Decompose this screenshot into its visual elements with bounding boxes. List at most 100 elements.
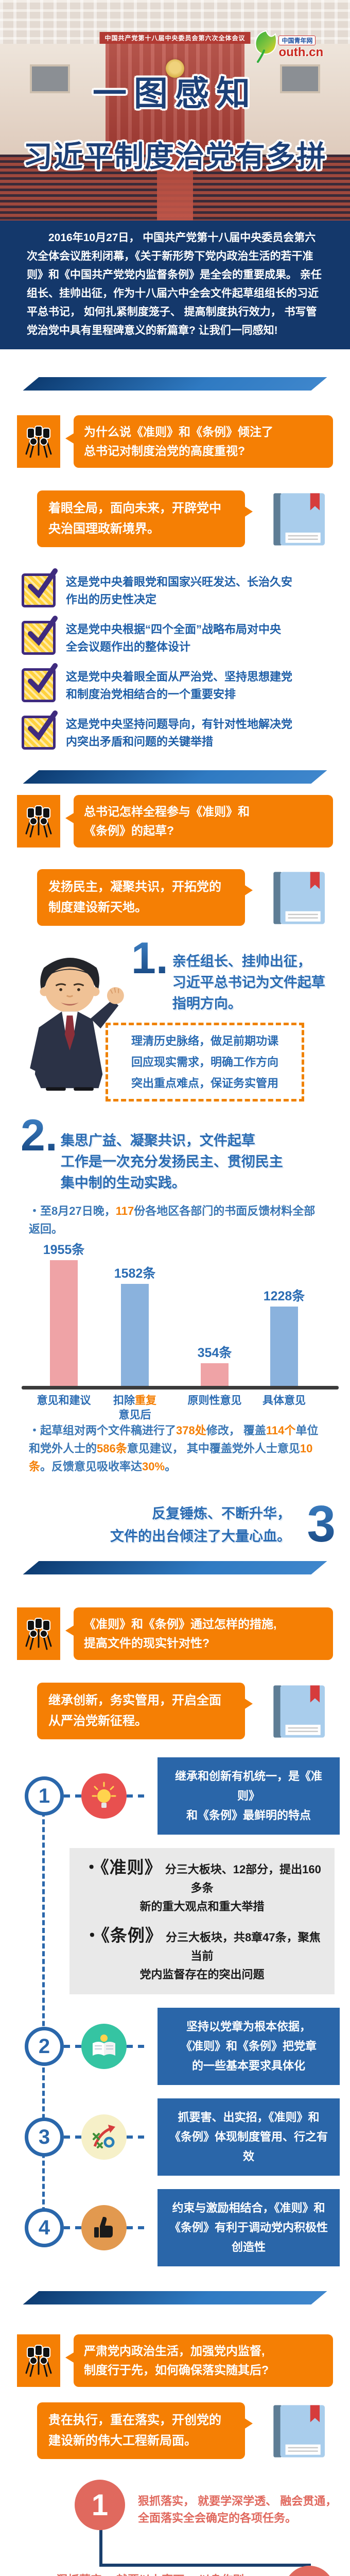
section-title: 亲任组长、挂帅出征， 习近平总书记为文件起草 指明方向。 — [172, 954, 325, 1011]
check-item: 这是党中央着眼党和国家兴旺发达、长治久安 作出的历史性决定 — [22, 568, 340, 608]
question-bubble: 总书记怎样全程参与《准则》和 《条例》的起草? — [65, 795, 333, 848]
answer-bubble: 发扬民主，凝聚共识，开拓党的 制度建设新天地。 — [37, 869, 253, 926]
timeline-item-3: 3 抓要害、出实招，《准则》和 《条例》体现制度管用、行之有效 — [25, 2098, 340, 2176]
section-title: 反复锤炼、不断升华， 文件的出台倾注了大量心血。 — [110, 1506, 291, 1544]
tick-label: 扣除重复 意见后 — [113, 1395, 156, 1421]
checkbox-icon — [22, 710, 58, 750]
youthcn-logo: 中国青年网 outh.cn — [253, 30, 343, 65]
hall-wall-left — [0, 44, 111, 160]
timeline-connector — [64, 2136, 81, 2139]
checkbox-icon — [22, 616, 58, 655]
detail-row-zhunze: ・《准则》 分三大板块、12部分，提出160多条 新的重大观点和重大举措 — [83, 1858, 321, 1913]
checkbox-icon — [22, 568, 58, 607]
tick-label: 原则性意见 — [187, 1395, 242, 1406]
section-divider — [23, 2291, 327, 2304]
timeline-connector — [64, 1794, 81, 1798]
question-bubble: 为什么说《准则》和《条例》倾注了 总书记对制度治党的高度重视? — [65, 415, 333, 468]
step-text-1: 狠抓落实， 就要学深学透、 融会贯通， 全面落实全会确定的各项任务。 — [138, 2495, 337, 2524]
timeline-number: 3 — [25, 2117, 64, 2157]
thumbs-up-icon — [81, 2205, 127, 2250]
timeline-connector — [64, 2045, 81, 2048]
question-row-4: 严肃党内政治生活，加强党内监督, 制度行于先，如何确保落实随其后? — [17, 2334, 333, 2387]
checkbox-icon — [22, 663, 58, 702]
bar-扣除重复意见后: 1582条 — [109, 1263, 161, 1386]
check-item: 这是党中央坚持问题导向，有针对性地解决党 内突出矛盾和问题的关键举措 — [22, 710, 340, 751]
microphones-icon — [17, 2334, 60, 2387]
xi-cartoon-figure — [14, 944, 125, 1093]
timeline-item-1: 1 继承和创新有机统一，是《准则》 和《条例》最鲜明的特点 — [25, 1757, 340, 1835]
stat-bullet-1: ・至8月27日晚，117份各地区各部门的书面反馈材料全部返回。 — [29, 1205, 316, 1235]
microphones-icon — [17, 1607, 60, 1660]
answer-bubble: 着眼全局，面向未来，开辟党中 央治国理政新境界。 — [37, 490, 253, 547]
timeline-text: 抓要害、出实招，《准则》和 《条例》体现制度管用、行之有效 — [157, 2098, 340, 2176]
hall-wall-right — [239, 44, 350, 160]
section-number: 2. — [21, 1111, 58, 1160]
youthcn-logo-text: 中国青年网 outh.cn — [278, 36, 323, 60]
answer-row-4: 贵在执行，重在落实，开创党的 建设新的伟大工程新局面。 — [37, 2402, 333, 2462]
question-bubble: 《准则》和《条例》通过怎样的措施, 提高文件的现实针对性? — [65, 1607, 333, 1660]
answer-row-3: 继承创新，务实管用，开启全面 从严治党新征程。 — [37, 1683, 333, 1742]
answer-bubble: 继承创新，务实管用，开启全面 从严治党新征程。 — [37, 1683, 253, 1739]
section-divider — [23, 377, 327, 391]
timeline-number: 2 — [25, 2027, 64, 2066]
step-text-2: 狠抓落实， 就要以上率下、 以身作则， 突出领导干部特别是高级干部这个 “关 键… — [57, 2571, 278, 2576]
microphones-icon — [17, 415, 60, 468]
timeline-item-4: 4 约束与激励相结合，《准则》和 《条例》有利于调动党内积极性 创造性 — [25, 2189, 340, 2266]
timeline-text: 约束与激励相结合，《准则》和 《条例》有利于调动党内积极性 创造性 — [157, 2189, 340, 2266]
party-emblem-icon — [166, 59, 184, 78]
check-item-label: 这是党中央坚持问题导向，有针对性地解决党 内突出矛盾和问题的关键举措 — [66, 718, 293, 748]
timeline-number: 4 — [25, 2208, 64, 2247]
timeline-number: 1 — [25, 1776, 64, 1816]
check-item-label: 这是党中央着眼全面从严治党、坚持思想建党 和制度治党相结合的一个重要安排 — [66, 670, 293, 701]
features-timeline: 1 继承和创新有机统一，是《准则》 和《条例》最鲜明的特点 ・《准则》 分三大板… — [0, 1757, 350, 2266]
chart-axis — [22, 1386, 339, 1389]
answer-row-2: 发扬民主，凝聚共识，开拓党的 制度建设新天地。 — [37, 869, 333, 928]
hall-screen-right — [280, 64, 320, 93]
timeline-connector — [127, 1794, 144, 1798]
hall-screen-left — [30, 64, 70, 93]
section-number: 1. — [131, 934, 168, 983]
check-item-label: 这是党中央根据“四个全面”战略布局对中央 全会议题作出的整体设计 — [66, 623, 282, 653]
answer-bubble: 贵在执行，重在落实，开创党的 建设新的伟大工程新局面。 — [37, 2402, 253, 2459]
timeline-connector — [127, 2136, 144, 2139]
check-item: 这是党中央着眼全面从严治党、坚持思想建党 和制度治党相结合的一个重要安排 — [22, 663, 340, 703]
lightbulb-icon — [81, 1773, 127, 1819]
section-divider — [23, 1561, 327, 1574]
book-icon — [267, 2403, 332, 2462]
timeline-connector — [127, 2045, 144, 2048]
red-carpet — [157, 155, 193, 221]
checklist: 这是党中央着眼党和国家兴旺发达、长治久安 作出的历史性决定 这是党中央根据“四个… — [0, 568, 350, 751]
page-title-line1: 一图感知 — [93, 74, 257, 112]
section-number: 3 — [307, 1495, 336, 1553]
document-detail-panel: ・《准则》 分三大板块、12部分，提出160多条 新的重大观点和重大举措 ・《条… — [69, 1848, 335, 1994]
timeline-text: 坚持以党章为根本依据， 《准则》和《条例》把党章 的一些基本要求具体化 — [157, 2008, 340, 2085]
timeline-connector — [127, 2226, 144, 2229]
question-row-1: 为什么说《准则》和《条例》倾注了 总书记对制度治党的高度重视? — [17, 415, 333, 468]
step-number-1: 1 — [75, 2480, 125, 2530]
strategy-icon — [81, 2114, 127, 2160]
stat-bullet-2: ・起草组对两个文件稿进行了378处修改， 覆盖114个单位和党外人士的586条意… — [29, 1424, 319, 1473]
implementation-steps: 1 狠抓落实， 就要学深学透、 融会贯通， 全面落实全会确定的各项任务。 2 狠… — [0, 2477, 350, 2576]
section-title: 集思广益、凝聚共识，文件起草 工作是一次充分发扬民主、贯彻民主 集中制的生动实践… — [60, 1133, 283, 1191]
tick-label: 意见和建议 — [37, 1395, 91, 1406]
tips-box: 理清历史脉络，做足前期功课 回应现实需求，明确工作方向 突出重点难点，保证务实管… — [106, 1023, 304, 1101]
check-item: 这是党中央根据“四个全面”战略布局对中央 全会议题作出的整体设计 — [22, 616, 340, 656]
timeline-text: 继承和创新有机统一，是《准则》 和《条例》最鲜明的特点 — [157, 1757, 340, 1835]
timeline-item-2: 2 坚持以党章为根本依据， 《准则》和《条例》把党章 的一些基本要求具体化 — [25, 2008, 340, 2085]
question-bubble: 严肃党内政治生活，加强党内监督, 制度行于先，如何确保落实随其后? — [65, 2334, 333, 2387]
highlight-number: 117 — [115, 1205, 134, 1217]
section-1: 1. 亲任组长、挂帅出征， 习近平总书记为文件起草 指明方向。 理清历史脉络，做… — [0, 934, 350, 1101]
session-banner: 中国共产党第十八届中央委员会第六次全体会议 — [99, 32, 251, 44]
page-title-line2: 习近平制度治党有多拼 — [23, 140, 327, 173]
book-icon — [267, 870, 332, 928]
open-book-icon — [81, 2024, 127, 2069]
book-icon — [267, 492, 332, 550]
answer-row-1: 着眼全局，面向未来，开辟党中 央治国理政新境界。 — [37, 490, 333, 550]
microphones-icon — [17, 795, 60, 848]
book-icon — [267, 1684, 332, 1742]
ginkgo-leaf-icon — [253, 30, 279, 65]
timeline-connector — [64, 2226, 81, 2229]
bar-意见和建议: 1955条 — [38, 1240, 90, 1386]
question-row-2: 总书记怎样全程参与《准则》和 《条例》的起草? — [17, 795, 333, 848]
hero-photo: 中国共产党第十八届中央委员会第六次全体会议 中国青年网 outh.cn 一图感知… — [0, 0, 350, 221]
